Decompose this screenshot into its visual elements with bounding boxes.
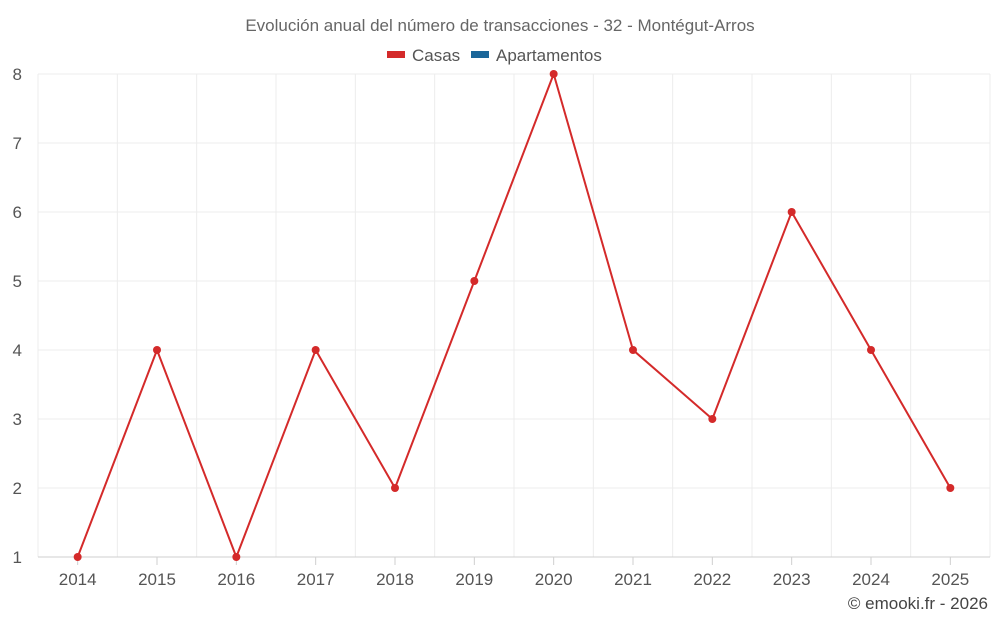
credit-text: © emooki.fr - 2026 [848,594,988,613]
data-point[interactable] [708,415,717,423]
x-tick-label: 2017 [297,570,335,589]
x-tick-label: 2014 [59,570,97,589]
series-line-casas [76,73,952,558]
y-tick-label: 8 [13,65,22,84]
data-point[interactable] [946,484,955,492]
data-point[interactable] [153,346,161,354]
axes: 1 2 3 4 5 6 7 8 2014 2015 2016 2017 2018 2019 2020 2021… [13,65,990,589]
legend-label-apartamentos: Apartamentos [496,46,602,65]
data-point[interactable] [867,346,875,354]
x-tick-label: 2015 [138,570,176,589]
data-point[interactable] [232,553,241,561]
legend-swatch-casas [387,51,405,58]
legend-label-casas: Casas [412,46,460,65]
y-tick-label: 2 [13,479,22,498]
series-casas [73,70,955,561]
legend-item-apartamentos[interactable]: Apartamentos [471,46,602,65]
y-tick-label: 6 [13,203,22,222]
data-point[interactable] [549,70,558,78]
x-tick-label: 2016 [217,570,255,589]
legend-swatch-apartamentos [471,51,489,58]
data-point[interactable] [787,208,796,216]
x-tick-label: 2021 [614,570,652,589]
y-tick-label: 5 [13,272,22,291]
chart-title: Evolución anual del número de transaccio… [245,16,754,35]
y-tick-label: 1 [13,548,22,567]
legend[interactable]: Casas Apartamentos [387,46,602,65]
legend-item-casas[interactable]: Casas [387,46,460,65]
x-tick-label: 2018 [376,570,414,589]
data-point[interactable] [391,484,399,492]
data-point[interactable] [311,346,320,354]
x-tick-label: 2023 [773,570,811,589]
y-tick-label: 4 [13,341,22,360]
x-tick-label: 2022 [693,570,731,589]
y-tick-label: 3 [13,410,22,429]
data-point[interactable] [629,346,637,354]
gridlines [37,73,991,557]
data-point[interactable] [73,553,82,561]
x-tick-label: 2025 [931,570,969,589]
y-tick-label: 7 [13,134,22,153]
x-tick-label: 2024 [852,570,890,589]
x-tick-label: 2019 [455,570,493,589]
x-tick-label: 2020 [535,570,573,589]
data-point[interactable] [470,277,479,285]
